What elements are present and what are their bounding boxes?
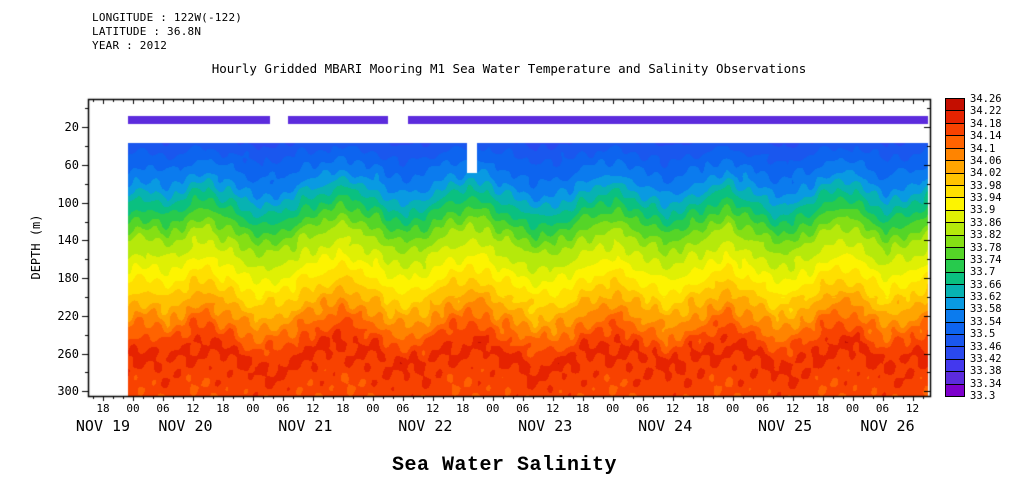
colorbar-tick-label: 33.94 <box>970 192 1002 204</box>
depth-tick-label: 300 <box>57 384 79 399</box>
date-label: NOV 25 <box>757 417 813 435</box>
hour-tick-label: 06 <box>875 402 890 415</box>
date-label: NOV 20 <box>158 417 213 435</box>
colorbar-tick-label: 33.54 <box>970 315 1002 328</box>
colorbar-segment <box>946 284 964 297</box>
hour-tick-label: 12 <box>905 402 920 415</box>
bottom-title: Sea Water Salinity <box>391 454 618 477</box>
colorbar-segment <box>946 172 964 185</box>
colorbar-tick-label: 33.74 <box>970 253 1002 266</box>
colorbar-segment <box>946 321 964 335</box>
date-label: NOV 21 <box>278 417 333 435</box>
hour-tick-label: 00 <box>845 402 860 415</box>
hour-tick-label: 06 <box>396 402 410 415</box>
hour-tick-label: 12 <box>306 402 320 415</box>
hour-tick-label: 06 <box>156 402 170 415</box>
hour-tick-label: 00 <box>126 402 140 415</box>
colorbar-tick-label: 33.3 <box>970 390 996 402</box>
depth-tick-label: 140 <box>57 233 79 248</box>
colorbar-tick-label: 33.38 <box>970 365 1002 378</box>
colorbar-tick-label: 33.9 <box>970 204 996 217</box>
colorbar-segment <box>946 358 964 372</box>
hour-tick-label: 12 <box>186 402 200 415</box>
colorbar-segment <box>946 184 964 198</box>
depth-tick-label: 260 <box>57 346 79 361</box>
date-label: NOV 22 <box>398 417 453 435</box>
hour-tick-label: 12 <box>785 402 800 415</box>
depth-tick-label: 180 <box>57 271 79 286</box>
depth-tick-label: 220 <box>57 308 79 323</box>
colorbar-tick-label: 33.98 <box>970 179 1002 192</box>
date-label: NOV 26 <box>860 417 915 435</box>
colorbar-segment <box>946 110 964 123</box>
date-label: NOV 19 <box>75 417 131 435</box>
depth-tick-label: 20 <box>64 120 79 135</box>
hour-tick-label: 00 <box>725 402 740 415</box>
hour-tick-label: 18 <box>576 402 590 415</box>
colorbar-tick-label: 34.02 <box>970 167 1002 180</box>
colorbar-segment <box>946 147 964 161</box>
colorbar-tick-label: 34.1 <box>970 142 996 155</box>
hour-tick-label: 18 <box>216 402 230 415</box>
colorbar-segment <box>946 383 964 397</box>
y-axis-label: DEPTH (m) <box>29 214 43 280</box>
colorbar-segment <box>946 135 964 148</box>
colorbar-segment <box>946 309 964 322</box>
colorbar-tick-label: 33.78 <box>970 241 1002 254</box>
colorbar-tick-label: 33.7 <box>970 266 996 279</box>
colorbar-tick-label: 33.46 <box>970 340 1002 353</box>
colorbar-tick-label: 34.26 <box>970 93 1002 105</box>
hour-tick-label: 12 <box>426 402 440 415</box>
hour-tick-label: 00 <box>366 402 380 415</box>
hour-tick-label: 12 <box>666 402 680 415</box>
colorbar-segment <box>946 160 964 173</box>
colorbar-tick-label: 34.14 <box>970 130 1002 143</box>
hour-tick-label: 18 <box>696 402 710 415</box>
hour-tick-label: 12 <box>546 402 560 415</box>
colorbar-tick-label: 33.86 <box>970 216 1002 229</box>
date-label: NOV 24 <box>638 417 693 435</box>
colorbar-segment <box>946 247 964 260</box>
colorbar <box>945 98 965 397</box>
hour-tick-label: 06 <box>276 402 290 415</box>
hour-tick-label: 00 <box>246 402 260 415</box>
colorbar-segment <box>946 259 964 272</box>
hour-tick-label: 06 <box>636 402 650 415</box>
colorbar-tick-label: 33.62 <box>970 291 1002 303</box>
colorbar-segment <box>946 99 964 111</box>
depth-tick-label: 100 <box>57 195 79 210</box>
colorbar-segment <box>946 271 964 285</box>
colorbar-segment <box>946 346 964 359</box>
hour-tick-label: 06 <box>755 402 770 415</box>
colorbar-tick-label: 33.42 <box>970 352 1002 365</box>
colorbar-segment <box>946 334 964 347</box>
colorbar-segment <box>946 122 964 136</box>
date-label: NOV 23 <box>518 417 573 435</box>
hour-tick-label: 18 <box>96 402 110 415</box>
hour-tick-label: 18 <box>336 402 350 415</box>
hour-tick-label: 06 <box>516 402 530 415</box>
depth-tick-label: 60 <box>64 158 79 172</box>
colorbar-tick-label: 33.66 <box>970 278 1002 291</box>
hour-tick-label: 18 <box>456 402 470 415</box>
colorbar-tick-label: 33.58 <box>970 303 1002 316</box>
colorbar-tick-label: 33.82 <box>970 229 1002 242</box>
colorbar-segment <box>946 296 964 310</box>
hour-tick-label: 18 <box>815 402 830 415</box>
colorbar-segment <box>946 234 964 248</box>
hour-tick-label: 00 <box>606 402 620 415</box>
colorbar-tick-label: 34.18 <box>970 117 1002 130</box>
colorbar-tick-label: 34.22 <box>970 105 1002 118</box>
hour-tick-label: 00 <box>486 402 500 415</box>
colorbar-tick-label: 33.34 <box>970 377 1002 390</box>
colorbar-segment <box>946 371 964 384</box>
colorbar-segment <box>946 197 964 210</box>
colorbar-segment <box>946 222 964 235</box>
colorbar-tick-label: 34.06 <box>970 154 1002 167</box>
colorbar-tick-label: 33.5 <box>970 328 996 341</box>
colorbar-segment <box>946 209 964 223</box>
